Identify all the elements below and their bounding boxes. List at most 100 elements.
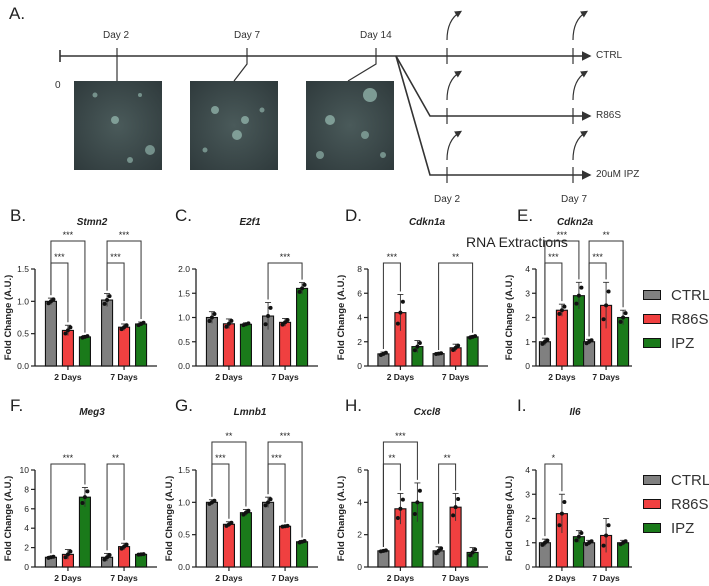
legend-label: R86S xyxy=(671,310,709,328)
data-point xyxy=(124,323,129,328)
gene-title: Meg3 xyxy=(79,407,105,418)
significance-bracket xyxy=(106,463,125,551)
significance-bracket xyxy=(382,262,401,350)
legend-top: CTRL R86S IPZ xyxy=(643,283,709,355)
legend-label: CTRL xyxy=(671,286,709,304)
y-tick-label: 4 xyxy=(357,497,362,507)
data-point xyxy=(562,304,567,309)
y-tick-label: 1.5 xyxy=(178,465,190,475)
gene-title: Stmn2 xyxy=(77,217,108,228)
data-point xyxy=(545,337,550,342)
significance-label: * xyxy=(552,453,556,463)
legend-item-r86s: R86S xyxy=(643,307,709,331)
data-point xyxy=(263,322,268,327)
significance-label: *** xyxy=(557,230,568,240)
legend-item-ctrl: CTRL xyxy=(643,283,709,307)
y-axis-label: Fold Change (A.U.) xyxy=(504,275,515,361)
timeline-zero-label: 0 xyxy=(55,80,61,91)
data-point xyxy=(456,496,461,501)
data-point xyxy=(557,523,562,528)
rna-extraction-legend: RNA Extractions xyxy=(466,234,568,250)
data-point xyxy=(65,552,70,557)
data-point xyxy=(229,520,234,525)
y-tick-label: 0.5 xyxy=(178,337,190,347)
bar-ipz xyxy=(239,512,252,568)
data-point xyxy=(589,539,594,544)
significance-label: *** xyxy=(63,230,74,240)
data-point xyxy=(102,301,107,306)
panel-letter: I. xyxy=(517,396,526,415)
data-point xyxy=(400,497,405,502)
data-point xyxy=(562,500,567,505)
data-point xyxy=(606,289,611,294)
y-tick-label: 1.0 xyxy=(178,497,190,507)
x-category-label: 7 Days xyxy=(110,573,138,583)
significance-bracket xyxy=(267,441,303,538)
significance-label: ** xyxy=(452,252,460,262)
branch-timepoint-day7: Day 7 xyxy=(561,194,588,205)
data-point xyxy=(456,343,461,348)
y-axis-label: Fold Change (A.U.) xyxy=(164,476,175,562)
y-tick-label: 4 xyxy=(357,313,362,323)
data-point xyxy=(51,297,56,302)
x-category-label: 2 Days xyxy=(387,372,415,382)
y-tick-label: 0.5 xyxy=(178,530,190,540)
y-tick-label: 0 xyxy=(525,562,530,572)
y-tick-label: 6 xyxy=(357,288,362,298)
data-point xyxy=(107,294,112,299)
y-axis-label: Fold Change (A.U.) xyxy=(336,275,347,361)
y-tick-label: 8 xyxy=(357,264,362,274)
panel-letter: F. xyxy=(10,396,23,415)
data-point xyxy=(82,495,87,500)
y-tick-label: 2 xyxy=(525,514,530,524)
significance-label: *** xyxy=(548,252,559,262)
data-point xyxy=(453,505,458,510)
y-tick-label: 1.5 xyxy=(178,288,190,298)
data-point xyxy=(229,318,234,323)
significance-label: ** xyxy=(444,453,452,463)
data-point xyxy=(601,543,606,548)
data-point xyxy=(207,318,212,323)
y-axis-label: Fold Change (A.U.) xyxy=(3,275,14,361)
data-point xyxy=(285,523,290,528)
bar-ctrl xyxy=(262,501,275,568)
y-tick-label: 1 xyxy=(525,538,530,548)
y-tick-label: 0 xyxy=(357,562,362,572)
branch-label-ctrl: CTRL xyxy=(596,50,623,61)
x-category-label: 7 Days xyxy=(110,372,138,382)
significance-label: *** xyxy=(54,252,65,262)
significance-bracket xyxy=(382,441,418,548)
data-point xyxy=(576,534,581,539)
x-category-label: 7 Days xyxy=(271,372,299,382)
data-point xyxy=(302,539,307,544)
data-point xyxy=(85,334,90,339)
data-point xyxy=(557,311,562,316)
data-point xyxy=(141,320,146,325)
significance-bracket xyxy=(267,262,303,300)
data-point xyxy=(105,298,110,303)
data-point xyxy=(412,511,417,516)
branch-label-ipz: 20uM IPZ xyxy=(596,169,640,180)
y-tick-label: 4 xyxy=(24,523,29,533)
data-point xyxy=(470,550,475,555)
data-point xyxy=(124,542,129,547)
data-point xyxy=(434,551,439,556)
data-point xyxy=(141,552,146,557)
legend-swatch xyxy=(643,499,661,509)
legend-item-ipz: IPZ xyxy=(643,331,709,355)
x-category-label: 7 Days xyxy=(442,573,470,583)
y-tick-label: 1 xyxy=(525,337,530,347)
significance-label: *** xyxy=(215,453,226,463)
legend-swatch xyxy=(643,475,661,485)
bar-ipz xyxy=(466,336,479,367)
bar-ipz xyxy=(78,336,91,367)
y-tick-label: 0 xyxy=(525,361,530,371)
data-point xyxy=(579,531,584,536)
data-point xyxy=(65,328,70,333)
legend-item-ctrl: CTRL xyxy=(643,468,709,492)
data-point xyxy=(268,497,273,502)
panel-letter: E. xyxy=(517,206,533,225)
y-tick-label: 0.0 xyxy=(17,361,29,371)
significance-label: *** xyxy=(110,252,121,262)
x-category-label: 2 Days xyxy=(54,372,82,382)
